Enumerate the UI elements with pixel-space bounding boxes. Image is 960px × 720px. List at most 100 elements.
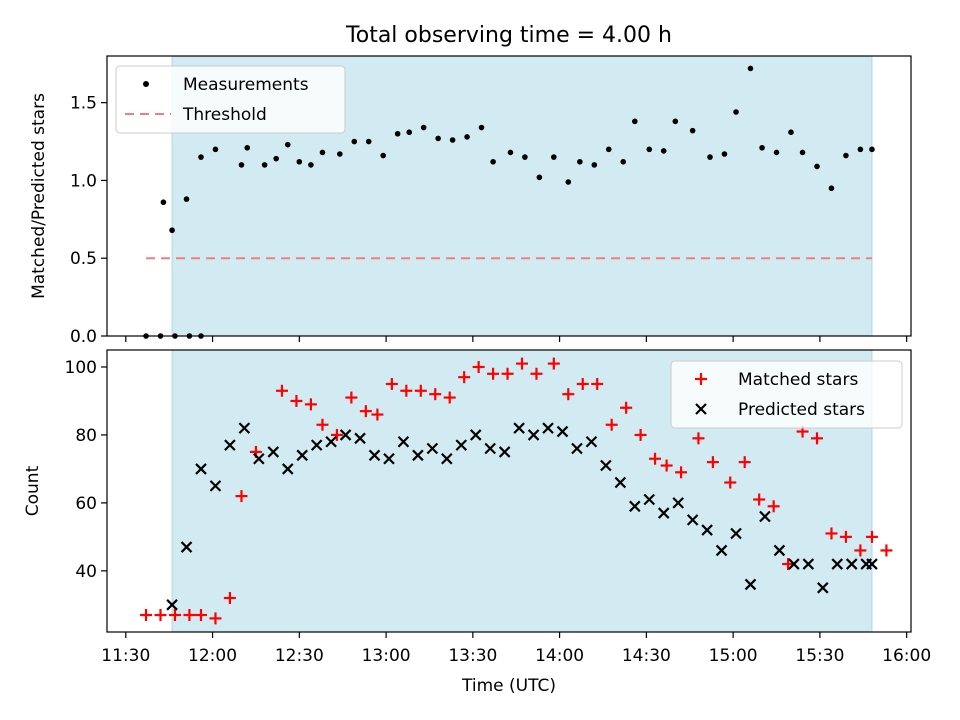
bottom-xtick-label: 13:00 <box>362 646 411 666</box>
bottom-legend: Matched stars Predicted stars <box>670 360 903 429</box>
measurement-point <box>799 149 806 156</box>
bottom-panel: 40 60 80 100 11:30 12:00 12:30 13:00 13:30 14:00… <box>23 349 931 696</box>
bottom-xtick-label: 13:30 <box>448 646 497 666</box>
matched-star-point <box>738 456 751 469</box>
matched-star-point <box>345 391 358 404</box>
legend-predicted-marker <box>695 403 707 415</box>
measurement-point <box>620 158 627 165</box>
bottom-ytick-label: 40 <box>75 562 97 582</box>
predicted-star-point <box>802 558 815 570</box>
legend-matched-marker <box>695 373 707 385</box>
bottom-xtick-label: 14:00 <box>535 646 584 666</box>
matched-star-point <box>414 384 427 397</box>
measurement-point <box>319 149 326 156</box>
measurement-point <box>689 127 696 134</box>
measurement-point <box>490 158 496 165</box>
predicted-star-point <box>513 422 525 434</box>
predicted-star-point <box>701 524 713 536</box>
top-ytick-label: 1.5 <box>70 94 97 114</box>
measurement-point <box>632 118 638 125</box>
measurement-point <box>788 129 794 136</box>
predicted-star-point <box>817 582 829 594</box>
bottom-legend-box <box>670 360 903 429</box>
matched-star-point <box>865 530 878 543</box>
matched-star-point <box>275 384 288 397</box>
legend-measurements-marker <box>143 81 149 87</box>
matched-star-point <box>154 609 167 622</box>
matched-star-point <box>767 500 780 513</box>
bottom-xtick-label: 15:30 <box>795 646 844 666</box>
measurement-point <box>238 162 245 168</box>
bottom-ytick-label: 60 <box>75 494 97 514</box>
bottom-xtick-label: 14:30 <box>622 646 671 666</box>
measurement-point <box>707 154 713 160</box>
predicted-star-point <box>542 422 554 434</box>
measurement-point <box>406 129 413 136</box>
matched-star-point <box>530 367 543 380</box>
predicted-star-point <box>773 544 786 557</box>
predicted-star-point <box>629 500 641 513</box>
matched-star-point <box>562 388 575 401</box>
bottom-ytick-label: 100 <box>65 358 97 378</box>
predicted-star-point <box>238 422 251 434</box>
matched-star-point <box>516 357 529 370</box>
predicted-star-point <box>180 541 193 553</box>
bottom-axes-frame <box>106 349 912 633</box>
measurement-point <box>183 196 190 202</box>
measurement-point <box>843 152 849 159</box>
measurement-point <box>536 174 543 181</box>
matched-star-point <box>825 527 838 540</box>
measurement-point <box>380 152 386 159</box>
bottom-ytick-label: 80 <box>75 426 97 446</box>
top-panel: 0.0 0.5 1.0 1.5 Matched/Predicted stars Mea… <box>29 55 912 347</box>
matched-star-point <box>183 609 196 622</box>
matched-star-point <box>235 490 248 503</box>
measurement-point <box>244 144 251 151</box>
measurement-point <box>605 146 612 153</box>
measurement-point <box>464 134 470 140</box>
measurement-point <box>296 158 303 165</box>
measurement-point <box>733 109 739 115</box>
predicted-star-point <box>715 544 728 557</box>
predicted-star-point <box>788 558 800 570</box>
predicted-star-point <box>866 558 878 570</box>
predicted-star-point <box>672 497 684 509</box>
top-ytick-label: 0.5 <box>70 249 97 269</box>
measurement-point <box>828 185 835 192</box>
bottom-xtick-label: 11:30 <box>101 646 150 666</box>
matched-star-point <box>472 360 485 373</box>
measurement-point <box>420 124 427 131</box>
measurement-point <box>284 141 291 148</box>
matched-star-point <box>839 530 852 543</box>
measurement-points <box>143 65 875 339</box>
matched-star-point <box>316 418 329 431</box>
measurement-point <box>365 138 372 145</box>
matched-star-point <box>547 357 560 370</box>
predicted-star-point <box>585 435 598 448</box>
bottom-xtick-label: 12:30 <box>275 646 324 666</box>
figure-title: Total observing time = 4.00 h <box>345 23 672 48</box>
measurement-point <box>261 162 268 168</box>
matched-star-point <box>724 476 737 489</box>
bottom-y-axis-label: Count <box>23 465 43 516</box>
predicted-star-point <box>267 446 280 458</box>
predicted-star-point <box>383 452 395 465</box>
legend-threshold-label: Threshold <box>182 105 267 125</box>
predicted-star-point <box>310 439 323 451</box>
predicted-star-point <box>412 449 424 462</box>
matched-star-point <box>753 493 766 506</box>
matched-star-point <box>429 388 442 401</box>
matched-star-point <box>209 612 222 625</box>
matched-star-point <box>304 398 317 411</box>
measurement-point <box>449 137 456 143</box>
matched-star-point <box>605 418 618 431</box>
measurement-point <box>351 138 358 145</box>
measurement-point <box>478 124 485 131</box>
matched-star-point <box>359 405 372 418</box>
top-legend: Measurements Threshold <box>115 65 346 134</box>
predicted-star-point <box>426 442 439 455</box>
matched-star-point <box>706 456 719 469</box>
predicted-star-point <box>368 449 381 462</box>
predicted-star-point <box>397 435 410 448</box>
